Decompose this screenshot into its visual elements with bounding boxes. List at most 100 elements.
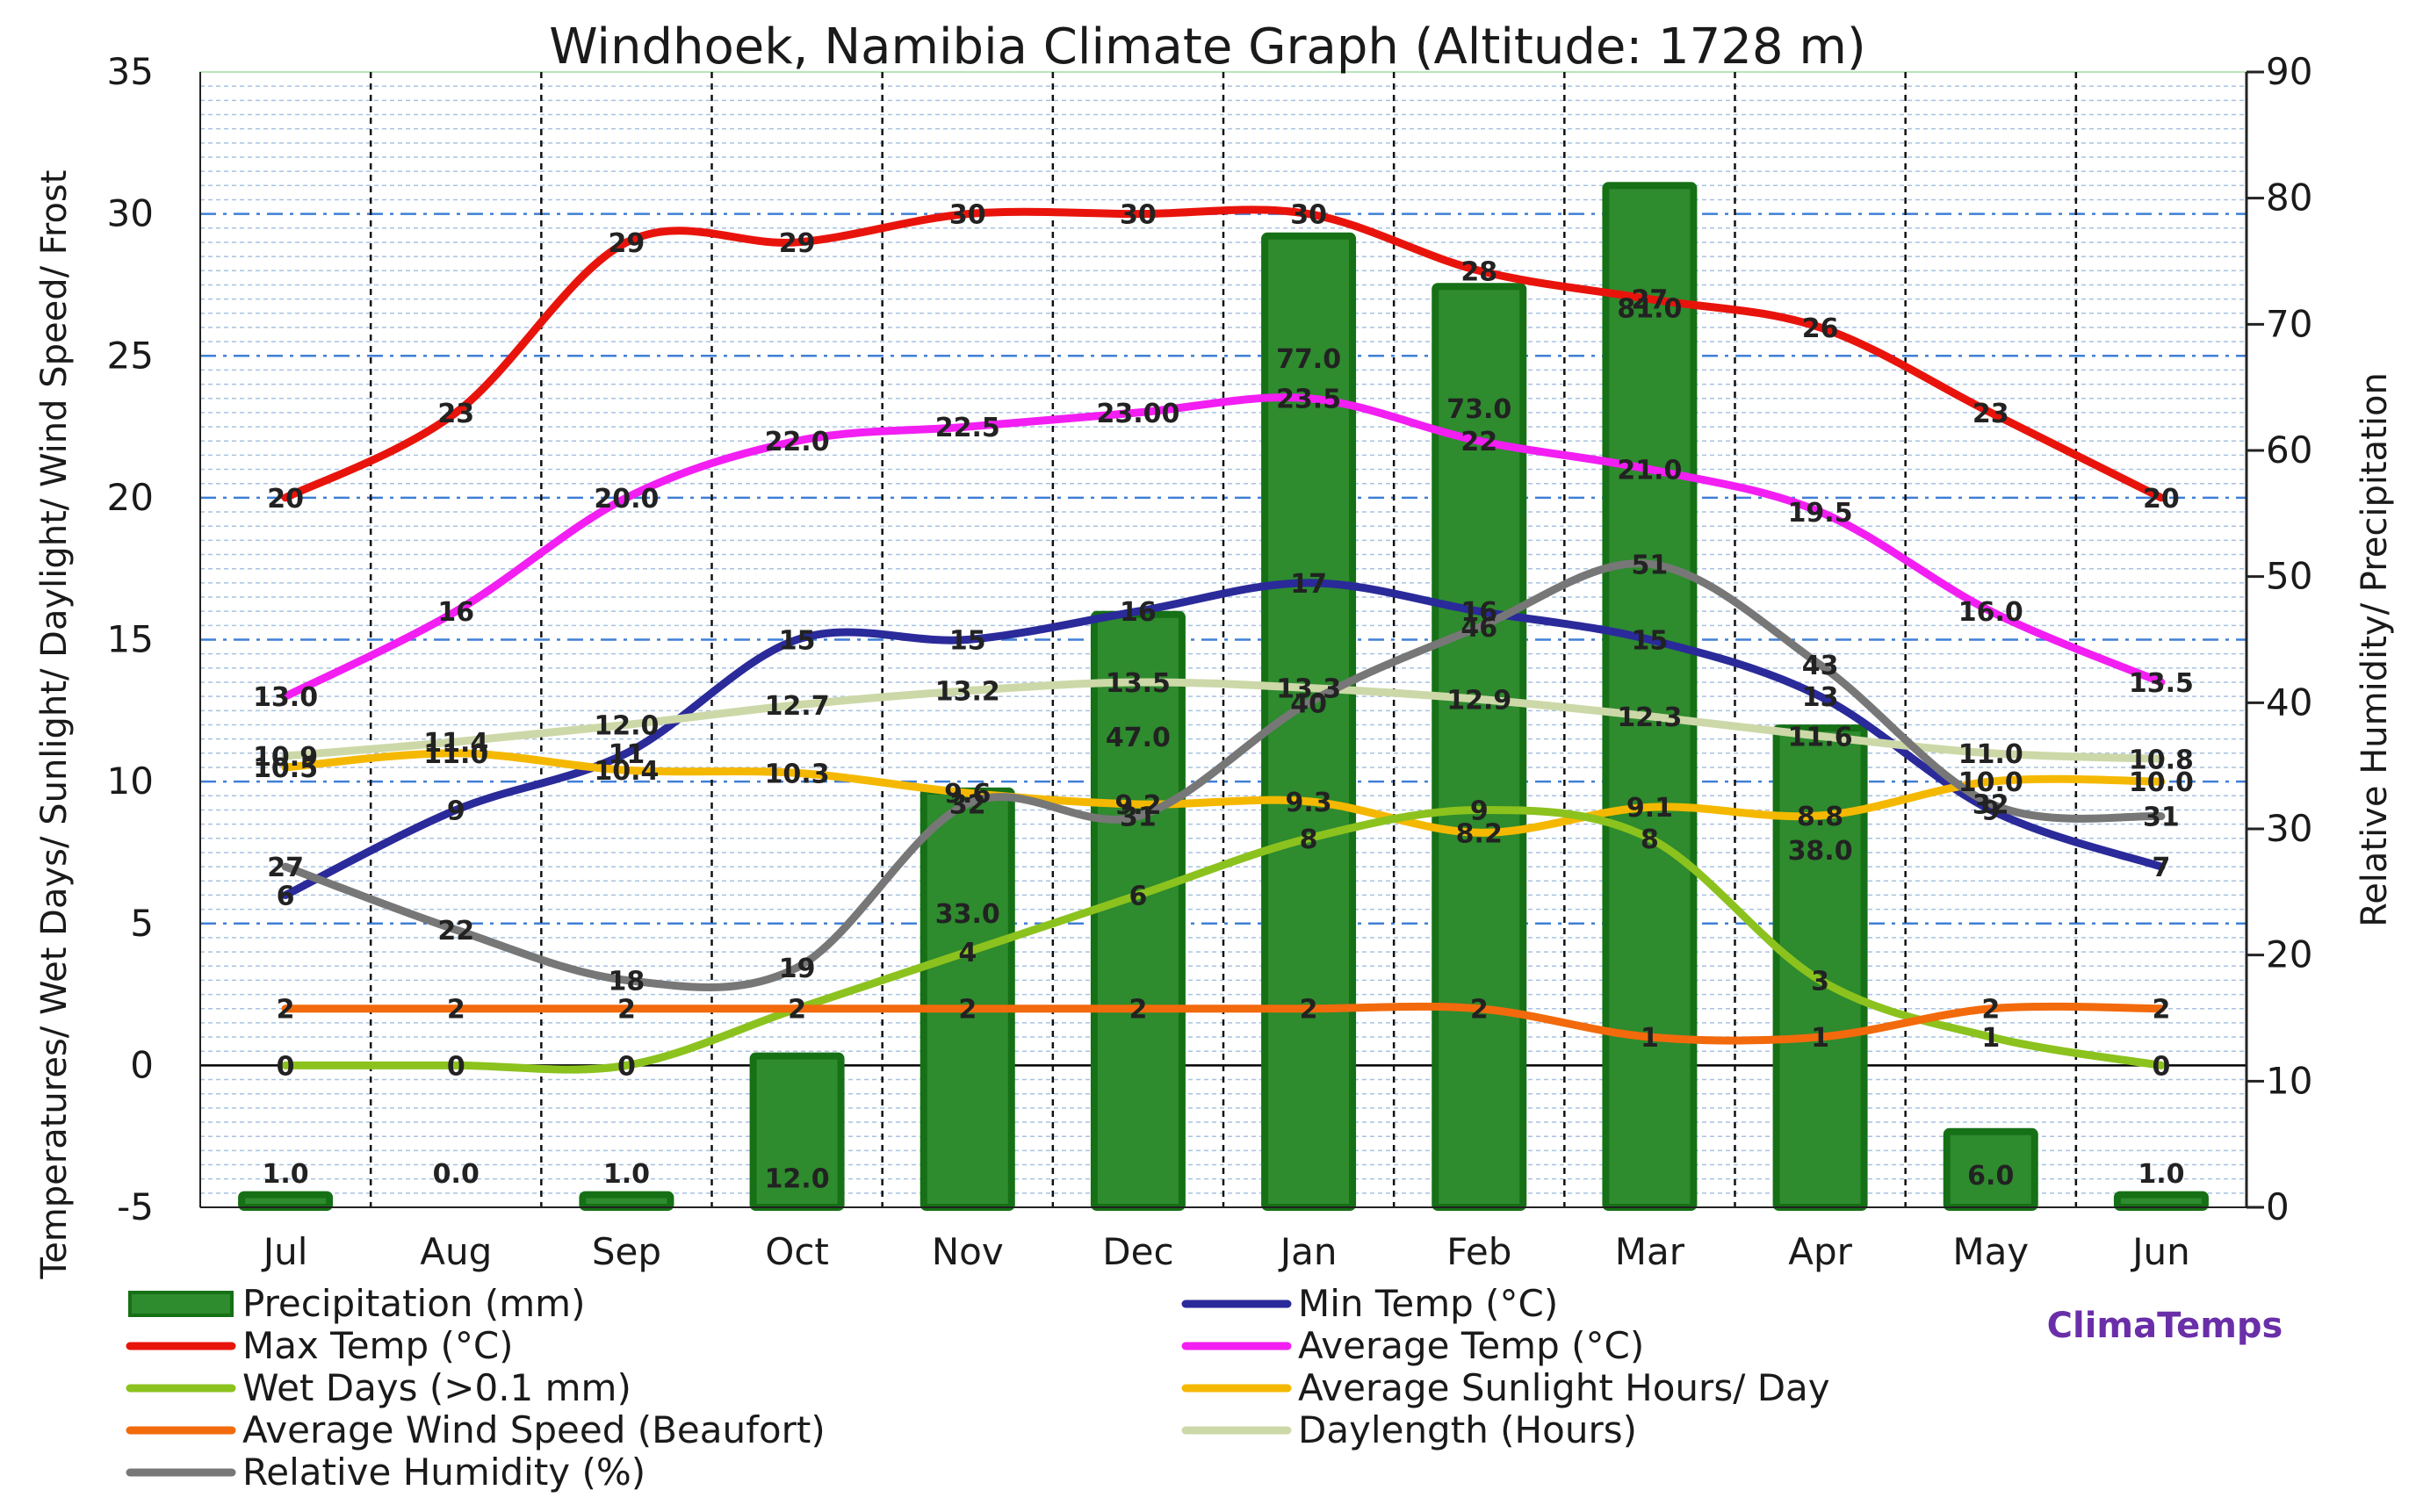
y-tick-right-label: 50: [2266, 555, 2312, 598]
data-label-min-temp-c: 17: [1290, 569, 1327, 600]
data-label-max-temp-c: 23: [1972, 399, 2009, 429]
data-label-average-temp-c: 21.0: [1617, 456, 1682, 486]
y-tick-left-label: 0: [130, 1043, 154, 1086]
data-label-daylength-hours: 10.9: [253, 742, 318, 773]
y-tick-right-label: 30: [2266, 807, 2312, 850]
axes: Windhoek, Namibia Climate Graph (Altitud…: [34, 18, 2395, 1279]
data-label-average-wind-speed-beaufort: 2: [277, 995, 295, 1026]
data-label-min-temp-c: 15: [1632, 626, 1669, 657]
data-label-max-temp-c: 30: [1290, 200, 1327, 231]
precipitation-label: 38.0: [1788, 836, 1853, 867]
series-line-relative-humidity: [281, 559, 2166, 991]
y-axis-right-label: Relative Humidity/ Precipitation: [2355, 372, 2395, 927]
x-tick-label: Nov: [932, 1230, 1004, 1273]
precipitation-label: 81.0: [1617, 293, 1682, 324]
legend-swatch-precipitation-mm: [128, 1291, 234, 1317]
data-label-daylength-hours: 12.7: [765, 691, 830, 722]
data-label-max-temp-c: 30: [949, 200, 986, 231]
data-label-relative-humidity: 31: [1120, 803, 1157, 833]
data-label-average-temp-c: 23.5: [1276, 385, 1341, 415]
data-label-min-temp-c: 9: [1981, 796, 2000, 826]
data-label-average-wind-speed-beaufort: 2: [1300, 995, 1318, 1026]
data-label-daylength-hours: 13.3: [1276, 673, 1341, 704]
data-label-min-temp-c: 11: [609, 739, 645, 770]
data-label-average-sunlight-hours-day: 10.0: [2129, 767, 2194, 798]
legend-label-average-temp-c: Average Temp (°C): [1298, 1324, 1644, 1367]
x-tick-label: Aug: [420, 1230, 492, 1273]
data-label-relative-humidity: 22: [437, 916, 474, 947]
y-tick-right-label: 10: [2266, 1059, 2312, 1102]
y-tick-right-label: 80: [2266, 176, 2312, 220]
x-tick-label: Sep: [592, 1230, 661, 1273]
data-label-wet-days-0-1-mm: 0: [277, 1051, 295, 1082]
precipitation-label: 0.0: [433, 1159, 480, 1190]
data-label-max-temp-c: 28: [1460, 256, 1497, 287]
legend: Precipitation (mm) Min Temp (°C) Max Temp …: [126, 1282, 1830, 1494]
y-axis-left-label: Temperatures/ Wet Days/ Sunlight/ Daylig…: [34, 170, 75, 1280]
data-label-average-sunlight-hours-day: 10.0: [1958, 767, 2023, 798]
x-tick-label: Feb: [1446, 1230, 1511, 1273]
data-label-max-temp-c: 29: [609, 228, 645, 259]
data-label-average-wind-speed-beaufort: 2: [617, 995, 636, 1026]
data-label-average-wind-speed-beaufort: 2: [1981, 995, 2000, 1026]
data-label-min-temp-c: 9: [447, 796, 465, 826]
y-tick-right-label: 40: [2266, 680, 2312, 724]
data-label-average-sunlight-hours-day: 9.3: [1286, 788, 1332, 818]
data-label-relative-humidity: 40: [1290, 688, 1327, 719]
data-label-wet-days-0-1-mm: 4: [958, 938, 977, 968]
data-label-min-temp-c: 16: [1460, 597, 1497, 628]
data-label-average-temp-c: 19.5: [1788, 498, 1853, 529]
precipitation-label: 1.0: [2138, 1159, 2184, 1190]
x-tick-label: Jun: [2130, 1230, 2190, 1273]
data-label-average-temp-c: 13.0: [253, 682, 318, 713]
data-label-average-temp-c: 22.0: [765, 427, 830, 457]
data-label-relative-humidity: 31: [2143, 803, 2180, 833]
data-label-average-wind-speed-beaufort: 1: [1641, 1023, 1659, 1054]
data-label-average-sunlight-hours-day: 8.2: [1456, 818, 1503, 849]
precipitation-bar: [2113, 1191, 2209, 1211]
legend-label-wet-days-0-1-mm: Wet Days (>0.1 mm): [242, 1366, 631, 1409]
data-label-relative-humidity: 51: [1632, 550, 1669, 580]
y-tick-left-label: 35: [107, 50, 154, 93]
data-label-wet-days-0-1-mm: 2: [788, 995, 806, 1026]
data-label-average-wind-speed-beaufort: 2: [447, 995, 465, 1026]
chart-title: Windhoek, Namibia Climate Graph (Altitud…: [549, 18, 1865, 76]
x-tick-label: Apr: [1788, 1230, 1852, 1273]
data-label-average-temp-c: 22.5: [935, 413, 1000, 443]
data-label-average-sunlight-hours-day: 10.4: [594, 756, 659, 787]
series-line-average-temp-c: [281, 393, 2166, 701]
x-tick-label: May: [1952, 1230, 2029, 1273]
data-label-min-temp-c: 15: [779, 626, 816, 657]
data-label-daylength-hours: 11.4: [423, 728, 488, 759]
data-label-daylength-hours: 11.0: [1958, 739, 2023, 770]
data-label-average-sunlight-hours-day: 9.6: [944, 779, 991, 810]
data-label-wet-days-0-1-mm: 3: [1811, 966, 1829, 997]
y-tick-right-label: 20: [2266, 933, 2312, 976]
data-label-min-temp-c: 15: [949, 626, 986, 657]
y-tick-left-label: 10: [107, 760, 154, 803]
data-label-daylength-hours: 11.6: [1788, 722, 1853, 752]
x-tick-label: Mar: [1615, 1230, 1685, 1273]
precipitation-label: 6.0: [1967, 1161, 2014, 1192]
data-label-average-sunlight-hours-day: 11.0: [423, 739, 488, 770]
data-label-wet-days-0-1-mm: 9: [1470, 796, 1489, 826]
data-label-max-temp-c: 30: [1120, 200, 1157, 231]
precipitation-bar: [579, 1191, 674, 1211]
data-label-relative-humidity: 27: [267, 853, 304, 883]
precipitation-label: 1.0: [263, 1159, 309, 1190]
legend-label-max-temp-c: Max Temp (°C): [242, 1324, 514, 1367]
data-label-average-sunlight-hours-day: 9.1: [1626, 793, 1673, 824]
data-label-max-temp-c: 26: [1802, 313, 1839, 344]
legend-label-relative-humidity: Relative Humidity (%): [242, 1451, 645, 1494]
data-label-min-temp-c: 7: [2152, 853, 2170, 883]
y-tick-right-label: 0: [2266, 1185, 2290, 1228]
legend-label-daylength-hours: Daylength (Hours): [1298, 1408, 1637, 1451]
data-label-average-sunlight-hours-day: 10.5: [253, 753, 318, 784]
y-tick-right-label: 70: [2266, 302, 2312, 345]
data-label-average-temp-c: 22: [1460, 427, 1497, 457]
data-label-average-sunlight-hours-day: 8.8: [1797, 802, 1843, 832]
data-label-average-temp-c: 16: [437, 597, 474, 628]
y-tick-left-label: 15: [107, 618, 154, 661]
brand-logo: ClimaTemps: [2047, 1306, 2283, 1346]
data-label-min-temp-c: 16: [1120, 597, 1157, 628]
